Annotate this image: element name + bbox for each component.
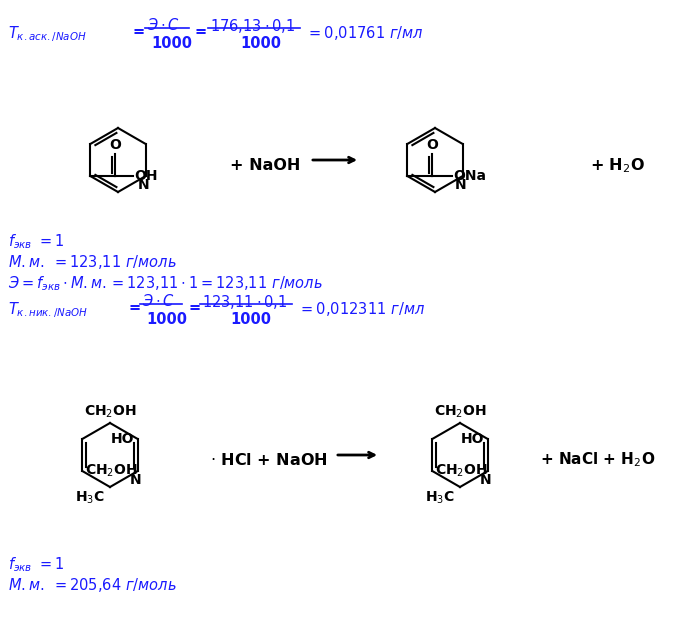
Text: $\mathit{T}_{\mathit{к.ник./NaOH}}$: $\mathit{T}_{\mathit{к.ник./NaOH}}$ bbox=[8, 300, 88, 320]
Text: + H$_2$O: + H$_2$O bbox=[590, 157, 645, 175]
Text: $= 0{,}01761 \ \mathit{г/мл}$: $= 0{,}01761 \ \mathit{г/мл}$ bbox=[306, 24, 424, 42]
Text: CH$_2$OH: CH$_2$OH bbox=[84, 404, 136, 420]
Text: 1000: 1000 bbox=[240, 36, 281, 51]
Text: $\mathit{T}_{\mathit{к.аск./NaOH}}$: $\mathit{T}_{\mathit{к.аск./NaOH}}$ bbox=[8, 24, 86, 44]
Text: $\mathit{М.м.}\ = 123{,}11\ \mathit{г/моль}$: $\mathit{М.м.}\ = 123{,}11\ \mathit{г/мо… bbox=[8, 253, 177, 271]
Text: $\mathit{Э \cdot C}$: $\mathit{Э \cdot C}$ bbox=[142, 293, 175, 309]
Text: H$_3$C: H$_3$C bbox=[425, 490, 455, 506]
Text: N: N bbox=[480, 473, 491, 487]
Text: H$_3$C: H$_3$C bbox=[75, 490, 105, 506]
Text: $\mathit{f}_{\mathit{экв}}\ = 1$: $\mathit{f}_{\mathit{экв}}\ = 1$ bbox=[8, 232, 64, 251]
Text: =: = bbox=[195, 24, 207, 39]
Text: $176{,}13 \cdot 0{,}1$: $176{,}13 \cdot 0{,}1$ bbox=[210, 17, 295, 35]
Text: $= 0{,}012311\ \mathit{г/мл}$: $= 0{,}012311\ \mathit{г/мл}$ bbox=[298, 300, 425, 318]
Text: 1000: 1000 bbox=[151, 36, 192, 51]
Text: $\mathit{Э} = \mathit{f}_{\mathit{экв}} \cdot \mathit{М.м.} = 123{,}11 \cdot 1 =: $\mathit{Э} = \mathit{f}_{\mathit{экв}} … bbox=[8, 274, 323, 292]
Text: =: = bbox=[128, 300, 140, 315]
Text: N: N bbox=[455, 178, 466, 192]
Text: HO: HO bbox=[461, 432, 485, 446]
Text: CH$_2$OH: CH$_2$OH bbox=[435, 463, 488, 479]
Text: $\mathit{М.м.}\ = 205{,}64\ \mathit{г/моль}$: $\mathit{М.м.}\ = 205{,}64\ \mathit{г/мо… bbox=[8, 576, 177, 594]
Text: HO: HO bbox=[111, 432, 135, 446]
Text: =: = bbox=[188, 300, 200, 315]
Text: CH$_2$OH: CH$_2$OH bbox=[433, 404, 487, 420]
Text: $\mathit{f}_{\mathit{экв}}\ = 1$: $\mathit{f}_{\mathit{экв}}\ = 1$ bbox=[8, 555, 64, 574]
Text: =: = bbox=[132, 24, 144, 39]
Text: $\cdot$ HCl + NaOH: $\cdot$ HCl + NaOH bbox=[210, 452, 328, 468]
Text: $123{,}11 \cdot 0{,}1$: $123{,}11 \cdot 0{,}1$ bbox=[202, 293, 287, 311]
Text: O: O bbox=[427, 138, 438, 152]
Text: $\mathit{Э \cdot C}$: $\mathit{Э \cdot C}$ bbox=[147, 17, 180, 33]
Text: OH: OH bbox=[134, 169, 158, 183]
Text: 1000: 1000 bbox=[146, 312, 187, 327]
Text: 1000: 1000 bbox=[230, 312, 271, 327]
Text: ONa: ONa bbox=[454, 169, 486, 183]
Text: + NaCl + H$_2$O: + NaCl + H$_2$O bbox=[540, 450, 655, 469]
Text: O: O bbox=[109, 138, 121, 152]
Text: + NaOH: + NaOH bbox=[230, 159, 301, 173]
Text: N: N bbox=[138, 178, 150, 192]
Text: N: N bbox=[130, 473, 142, 487]
Text: CH$_2$OH: CH$_2$OH bbox=[86, 463, 138, 479]
